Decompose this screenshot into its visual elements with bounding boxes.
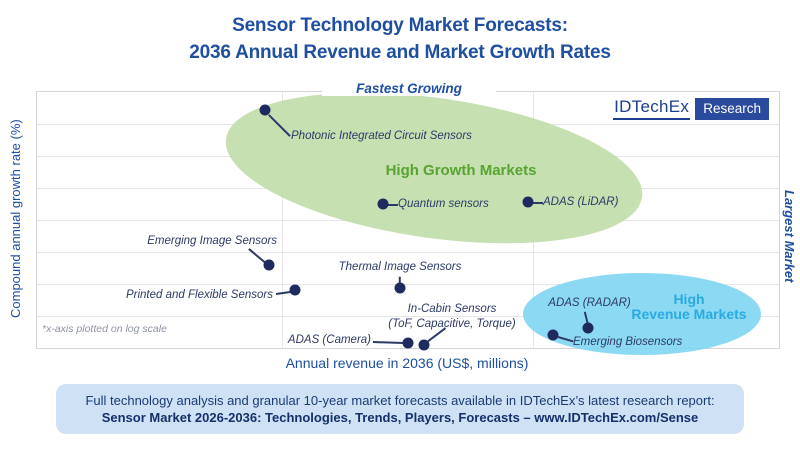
point-dot-adas-radar bbox=[582, 322, 594, 334]
gridline-horizontal bbox=[37, 316, 779, 317]
point-dot-quantum-sensors bbox=[377, 198, 389, 210]
plot-area: IDTechEx Research *x-axis plotted on log… bbox=[36, 69, 780, 355]
largest-market-label: Largest Market bbox=[782, 189, 797, 283]
point-dot-emerging-biosensors bbox=[547, 329, 559, 341]
group-label-high-revenue-markets: High Revenue Markets bbox=[631, 291, 747, 322]
point-label-adas-camera: ADAS (Camera) bbox=[287, 334, 371, 346]
idtechex-logo-wordmark: IDTechEx bbox=[613, 97, 691, 120]
x-axis-label: Annual revenue in 2036 (US$, millions) bbox=[285, 355, 529, 371]
point-label-emerging-image-sensors: Emerging Image Sensors bbox=[147, 235, 277, 247]
point-label-emerging-biosensors: Emerging Biosensors bbox=[573, 336, 683, 348]
idtechex-logo: IDTechEx Research bbox=[613, 97, 769, 120]
point-dot-photonic-integrated-circuit-sensors bbox=[259, 104, 271, 116]
point-label-adas-radar: ADAS (RADAR) bbox=[548, 297, 631, 309]
page-title-line-2: 2036 Annual Revenue and Market Growth Ra… bbox=[189, 41, 611, 63]
footer-banner-line-1: Full technology analysis and granular 10… bbox=[85, 393, 715, 408]
point-label-quantum-sensors: Quantum sensors bbox=[398, 198, 489, 210]
group-label-high-growth-markets: High Growth Markets bbox=[385, 162, 537, 179]
point-label-photonic-integrated-circuit-sensors: Photonic Integrated Circuit Sensors bbox=[291, 130, 472, 142]
log-scale-footnote: *x-axis plotted on log scale bbox=[42, 323, 167, 335]
point-label-printed-and-flexible-sensors: Printed and Flexible Sensors bbox=[125, 289, 273, 301]
idtechex-research-badge: Research bbox=[695, 97, 769, 120]
fastest-growing-label: Fastest Growing bbox=[322, 81, 496, 96]
gridline-vertical bbox=[282, 92, 283, 348]
gridline-horizontal bbox=[37, 252, 779, 253]
y-axis-label: Compound annual growth rate (%) bbox=[8, 119, 23, 319]
point-dot-in-cabin-sensors-tof-capacitive-torque bbox=[418, 339, 430, 351]
point-dot-emerging-image-sensors bbox=[263, 259, 275, 271]
group-ellipse-high-revenue-markets bbox=[523, 273, 761, 355]
point-dot-adas-lidar bbox=[522, 196, 534, 208]
leader-line-adas-lidar bbox=[532, 202, 543, 204]
leader-line-adas-camera bbox=[372, 341, 404, 344]
point-label-in-cabin-sensors-tof-capacitive-torque: In-Cabin Sensors (ToF, Capacitive, Torque… bbox=[388, 303, 516, 330]
gridline-horizontal bbox=[37, 284, 779, 285]
footer-banner-line-2: Sensor Market 2026-2036: Technologies, T… bbox=[101, 410, 699, 425]
point-label-adas-lidar: ADAS (LiDAR) bbox=[543, 196, 619, 208]
point-label-thermal-image-sensors: Thermal Image Sensors bbox=[338, 261, 462, 273]
footer-banner: Full technology analysis and granular 10… bbox=[56, 384, 744, 434]
point-dot-printed-and-flexible-sensors bbox=[289, 284, 301, 296]
page-title-line-1: Sensor Technology Market Forecasts: bbox=[232, 15, 568, 36]
page-title: Sensor Technology Market Forecasts: 2036… bbox=[0, 13, 800, 66]
point-dot-adas-camera bbox=[402, 337, 414, 349]
leader-line-quantum-sensors bbox=[387, 204, 398, 206]
point-dot-thermal-image-sensors bbox=[394, 282, 406, 294]
